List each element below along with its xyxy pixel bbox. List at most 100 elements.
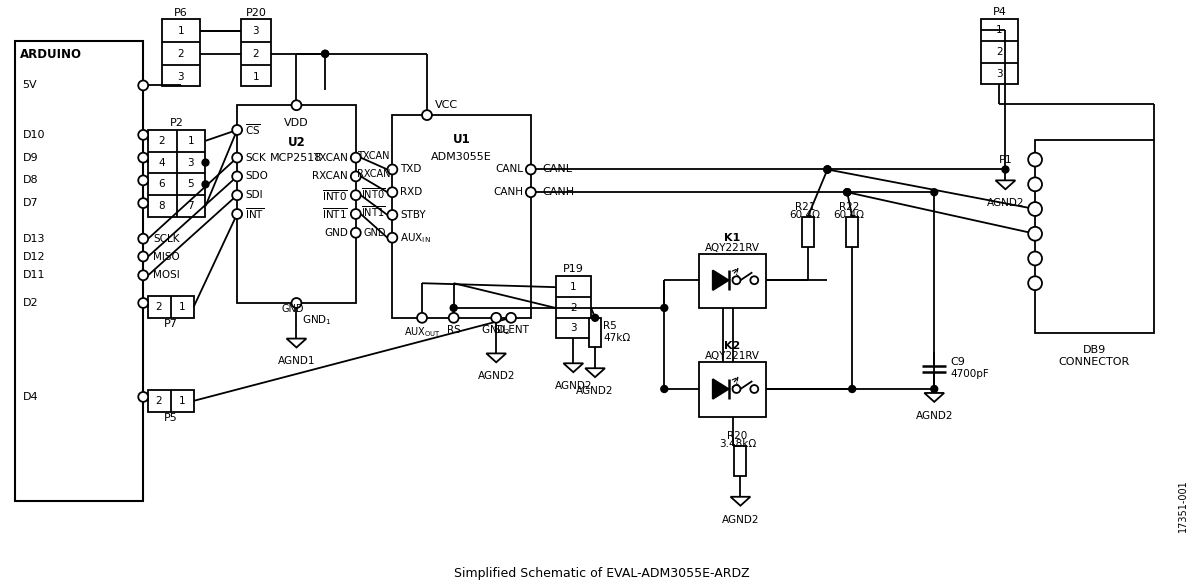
Bar [393,115,531,318]
Circle shape [417,313,427,323]
Text: P7: P7 [164,319,178,329]
Text: AGND1: AGND1 [278,356,315,366]
Polygon shape [713,270,728,290]
Circle shape [138,270,148,280]
Bar [981,19,1019,85]
Text: 3: 3 [569,323,577,333]
Text: C9: C9 [950,357,964,367]
Text: GND: GND [364,228,386,238]
Bar [1035,140,1153,333]
Text: 1: 1 [177,26,184,36]
Bar [241,19,271,86]
Polygon shape [713,379,728,399]
Circle shape [388,233,397,243]
Circle shape [661,304,668,311]
Text: AGND2: AGND2 [721,515,760,524]
Text: 2: 2 [253,49,259,59]
Polygon shape [731,497,750,506]
Circle shape [931,189,938,196]
Text: SDO: SDO [246,172,268,182]
Text: RXCAN: RXCAN [312,172,348,182]
Text: 2: 2 [155,396,163,406]
Circle shape [844,189,851,196]
Text: SILENT: SILENT [494,325,529,335]
Polygon shape [486,353,506,362]
Circle shape [449,313,459,323]
Text: P5: P5 [164,413,178,423]
Bar [148,390,194,412]
Bar [589,318,601,347]
Circle shape [1028,152,1041,166]
Circle shape [138,130,148,140]
Text: 1: 1 [996,25,1003,35]
Text: R5: R5 [603,321,616,331]
Text: 7: 7 [188,201,194,211]
Text: $\overline{\rm INT1}$: $\overline{\rm INT1}$ [323,207,348,221]
Text: SCLK: SCLK [153,234,179,244]
Circle shape [321,50,329,57]
Text: AGND2: AGND2 [478,371,515,381]
Text: 4: 4 [159,158,165,168]
Circle shape [491,313,501,323]
Circle shape [202,159,209,166]
Circle shape [423,110,432,120]
Text: 17351-001: 17351-001 [1179,479,1188,532]
Circle shape [202,181,209,188]
Circle shape [591,314,598,321]
Circle shape [232,172,242,182]
Bar [555,276,591,338]
Text: AGND2: AGND2 [555,381,592,391]
Circle shape [138,175,148,185]
Text: 1: 1 [569,282,577,292]
Text: P6: P6 [173,8,188,18]
Text: 47kΩ: 47kΩ [603,332,630,343]
Bar [163,19,200,86]
Circle shape [732,385,740,393]
Circle shape [232,209,242,219]
Text: U2: U2 [288,136,306,150]
Text: 6: 6 [159,179,165,189]
Text: D7: D7 [23,198,39,208]
Circle shape [824,166,831,173]
Circle shape [232,152,242,162]
Circle shape [1028,178,1041,191]
Text: RXD: RXD [400,187,423,197]
Text: CANL: CANL [543,165,573,175]
Bar [14,41,143,500]
Circle shape [138,152,148,162]
Circle shape [350,228,361,238]
Circle shape [138,298,148,308]
Bar [148,130,206,217]
Circle shape [138,198,148,208]
Text: 3: 3 [996,68,1003,79]
Text: 60.4Ω: 60.4Ω [789,210,820,220]
Bar [734,446,746,476]
Text: 2: 2 [996,47,1003,57]
Text: P19: P19 [563,265,584,274]
Text: 1: 1 [178,396,185,406]
Text: $\overline{\rm CS}$: $\overline{\rm CS}$ [246,123,261,137]
Circle shape [138,392,148,402]
Text: AQY221RV: AQY221RV [706,242,760,253]
Circle shape [1002,166,1009,173]
Text: P20: P20 [246,8,266,18]
Text: D9: D9 [23,152,39,162]
Text: STBY: STBY [400,210,426,220]
Text: 1: 1 [188,136,194,146]
Text: AUX$_{\rm IN}$: AUX$_{\rm IN}$ [400,231,431,245]
Text: 3: 3 [188,158,194,168]
Text: DB9: DB9 [1082,346,1106,356]
Text: Simplified Schematic of EVAL-ADM3055E-ARDZ: Simplified Schematic of EVAL-ADM3055E-AR… [454,567,750,580]
Circle shape [824,166,831,173]
Circle shape [1028,252,1041,265]
Text: $\overline{\rm INT}$: $\overline{\rm INT}$ [246,207,264,221]
Text: 60.4Ω: 60.4Ω [833,210,864,220]
Circle shape [506,313,517,323]
Text: $\overline{\rm INT0}$: $\overline{\rm INT0}$ [323,188,348,203]
Polygon shape [585,369,604,377]
Text: 5: 5 [188,179,194,189]
Text: K1: K1 [725,232,740,243]
Text: ADM3055E: ADM3055E [431,152,492,162]
Circle shape [232,190,242,200]
Text: 2: 2 [159,136,165,146]
